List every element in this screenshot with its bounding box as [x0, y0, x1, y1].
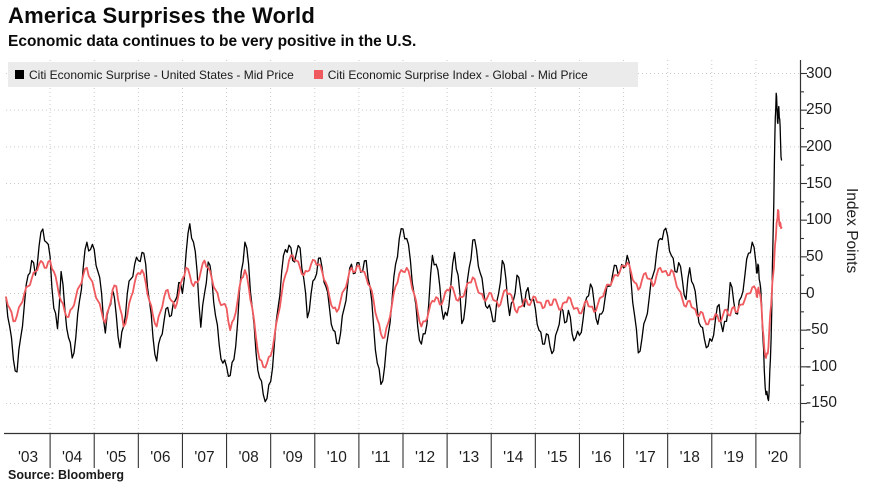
x-tick-label: '08: [238, 449, 259, 466]
x-tick-label: '20: [767, 449, 789, 466]
x-tick-label: '07: [194, 449, 215, 466]
x-tick-label: '12: [414, 449, 436, 466]
x-tick-label: '16: [591, 449, 612, 466]
y-tick-label: -150: [806, 394, 838, 412]
y-tick-label: 100: [806, 211, 832, 229]
chart-legend: Citi Economic Surprise - United States -…: [8, 62, 638, 87]
y-tick-label: 300: [806, 64, 832, 82]
x-tick-label: '14: [503, 449, 524, 466]
y-tick-label: 150: [806, 174, 832, 192]
y-tick-label: 50: [806, 247, 824, 265]
legend-label-us: Citi Economic Surprise - United States -…: [29, 67, 294, 82]
legend-swatch-global-icon: [313, 70, 323, 79]
source-credit: Source: Bloomberg: [8, 468, 124, 482]
page-subtitle: Economic data continues to be very posit…: [8, 33, 417, 50]
x-tick-label: '11: [371, 449, 391, 466]
y-tick-label: 0: [806, 284, 815, 302]
x-tick-label: '17: [635, 449, 656, 466]
y-tick-label: 250: [806, 101, 832, 119]
y-tick-label: -100: [806, 357, 838, 375]
legend-item-us: Citi Economic Surprise - United States -…: [15, 68, 294, 82]
x-tick-label: '09: [282, 449, 303, 466]
y-tick-label: -50: [806, 321, 829, 339]
x-tick-label: '05: [106, 449, 127, 466]
x-tick-label: '13: [459, 449, 480, 466]
legend-label-global: Citi Economic Surprise Index - Global - …: [327, 67, 588, 82]
x-tick-label: '19: [723, 449, 744, 466]
x-tick-label: '04: [62, 449, 83, 466]
page-title: America Surprises the World: [8, 3, 315, 28]
legend-swatch-us-icon: [15, 70, 24, 79]
y-tick-label: 200: [806, 137, 832, 155]
y-axis-title: Index Points: [843, 188, 860, 274]
global-surprise-line: [5, 208, 783, 369]
us-surprise-line: [5, 92, 783, 403]
x-tick-label: '06: [150, 449, 171, 466]
x-tick-label: '03: [17, 449, 39, 466]
x-tick-label: '18: [679, 449, 700, 466]
x-tick-label: '10: [326, 449, 347, 466]
legend-item-global: Citi Economic Surprise Index - Global - …: [313, 67, 588, 82]
x-tick-label: '15: [547, 449, 568, 466]
